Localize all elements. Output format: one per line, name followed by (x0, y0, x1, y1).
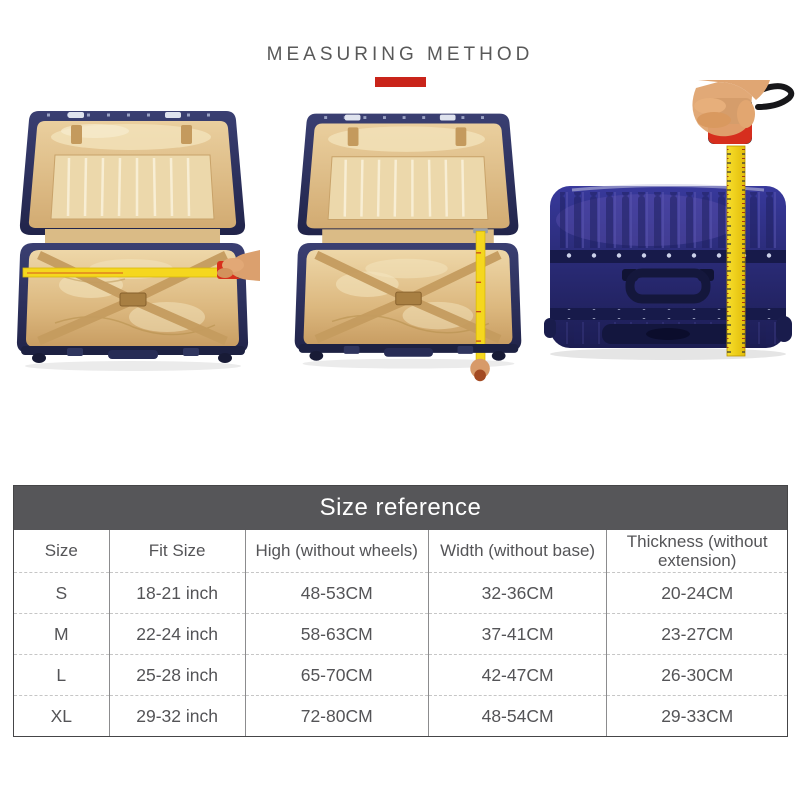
cell-size: S (14, 572, 110, 614)
measuring-tape (726, 145, 746, 357)
wrist (698, 80, 770, 100)
lid-pocket (327, 156, 489, 221)
cell-thickness: 26-30CM (606, 654, 787, 696)
table-row-s: S 18-21 inch 48-53CM 32-36CM 20-24CM (14, 572, 787, 614)
cell-width: 48-54CM (427, 695, 607, 736)
cell-fit: 25-28 inch (108, 654, 246, 696)
table-row-l: L 25-28 inch 65-70CM 42-47CM 26-30CM (14, 654, 787, 696)
cell-size: L (14, 654, 110, 696)
title-underline-bar (375, 77, 426, 87)
finger (697, 112, 731, 128)
closed-suitcase (544, 184, 792, 348)
strap-buckle (119, 292, 147, 307)
shadow (550, 348, 786, 360)
shadow (302, 358, 515, 369)
lid-latch (344, 114, 361, 121)
cell-fit: 18-21 inch (108, 572, 246, 614)
suitcase-body (16, 243, 249, 353)
thumb (737, 100, 755, 128)
hand (217, 250, 260, 281)
lid-latch (68, 112, 84, 118)
cell-high: 48-53CM (244, 572, 429, 614)
foot (544, 318, 556, 338)
cell-width: 42-47CM (427, 654, 607, 696)
col-header-thickness: Thickness (without extension) (606, 530, 787, 573)
open-suitcase-height-measuring-photo (283, 103, 533, 388)
cell-high: 58-63CM (244, 613, 429, 655)
bottom-latch (343, 345, 360, 354)
lid-latch (165, 112, 181, 118)
carry-handle (108, 350, 158, 359)
closed-suitcase-illustration (544, 80, 795, 360)
carry-handle (625, 268, 711, 304)
table-row-xl: XL 29-32 inch 72-80CM 48-54CM 29-33CM (14, 695, 787, 736)
shadow (25, 361, 241, 371)
rivets (556, 309, 780, 319)
strap-buckle (395, 291, 422, 306)
strap-tab (71, 125, 82, 144)
foot (491, 350, 506, 361)
col-header-width: Width (without base) (427, 530, 607, 573)
cell-thickness: 20-24CM (606, 572, 787, 614)
strap-tab (347, 127, 359, 146)
cell-size: XL (14, 695, 110, 736)
cell-high: 65-70CM (244, 654, 429, 696)
page-title: MEASURING METHOD (266, 44, 534, 65)
cell-fit: 22-24 inch (108, 613, 246, 655)
suitcase-hinge-lining (45, 229, 220, 245)
cell-width: 32-36CM (427, 572, 607, 614)
col-header-size: Size (44, 541, 78, 561)
cell-thickness: 29-33CM (606, 695, 787, 736)
col-header-high: High (without wheels) (244, 530, 429, 573)
open-suitcase-width-measuring-photo (5, 103, 260, 378)
suitcase-body (294, 243, 522, 351)
rivets (556, 252, 780, 262)
foot (309, 350, 324, 361)
table-header-row: Size Fit Size High (without wheels) Widt… (14, 530, 787, 573)
thumb-nail (474, 369, 486, 382)
strap-tab (181, 125, 192, 144)
foot (218, 353, 232, 363)
lid-latch (439, 114, 456, 121)
cell-thickness: 23-27CM (606, 613, 787, 655)
wheel (776, 316, 792, 342)
cell-size: M (14, 613, 110, 655)
hand (692, 80, 795, 144)
suitcase-lid (19, 111, 246, 235)
bottom-latch (67, 348, 83, 356)
col-header-fit-size: Fit Size (108, 530, 246, 573)
closed-suitcase-thickness-measuring-photo (538, 80, 798, 370)
table-row-m: M 22-24 inch 58-63CM 37-41CM 23-27CM (14, 613, 787, 655)
tape-strap (753, 83, 795, 110)
suitcase-bottom (21, 346, 245, 363)
bottom-latch (183, 348, 199, 356)
size-reference-table: Size reference Size Fit Size High (witho… (13, 485, 788, 737)
suitcase-lid (297, 113, 519, 236)
finger (694, 98, 726, 114)
open-suitcase-height-illustration (294, 113, 522, 382)
hand (470, 358, 490, 382)
foot (32, 353, 46, 363)
carry-handle (383, 347, 433, 357)
cell-fit: 29-32 inch (108, 695, 246, 736)
cell-width: 37-41CM (427, 613, 607, 655)
suitcase-hinge-lining (322, 229, 494, 246)
cell-high: 72-80CM (244, 695, 429, 736)
bottom-latch (457, 345, 474, 354)
size-table-title: Size reference (14, 486, 787, 530)
lid-pocket (50, 154, 215, 220)
open-suitcase-width-illustration (16, 111, 260, 371)
strap-tab (455, 127, 467, 146)
suitcase-bottom (298, 344, 519, 361)
